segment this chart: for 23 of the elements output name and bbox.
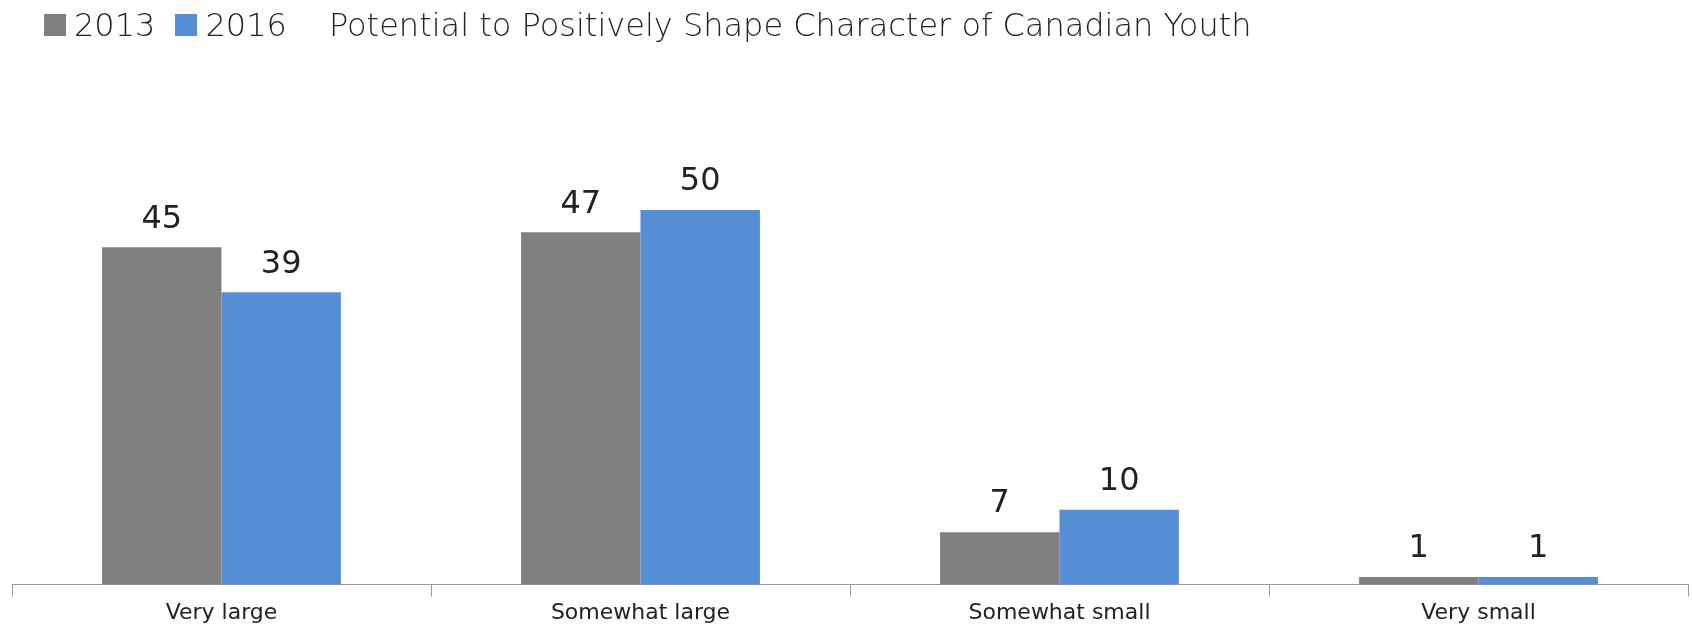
- data-label: 10: [1098, 459, 1140, 498]
- bar: [1359, 577, 1479, 585]
- legend-label: 2013: [74, 6, 156, 44]
- x-tick-label: Very large: [165, 598, 278, 624]
- x-tick-label: Somewhat large: [550, 598, 731, 624]
- bar: [640, 209, 760, 585]
- bar: [221, 292, 341, 585]
- data-label: 1: [1408, 527, 1429, 566]
- bar: [1478, 577, 1598, 585]
- data-label: 1: [1528, 527, 1549, 566]
- data-label: 7: [989, 482, 1010, 521]
- data-label: 45: [141, 197, 183, 236]
- x-tick-label: Somewhat small: [968, 598, 1151, 624]
- data-label: 39: [260, 242, 302, 281]
- data-label: 47: [560, 182, 602, 221]
- legend-label: 2016: [205, 6, 287, 44]
- bar: [102, 247, 222, 585]
- chart-title: Potential to Positively Shape Character of Canadian Youth: [328, 6, 1252, 44]
- bar: [1059, 509, 1179, 585]
- bar: [940, 532, 1060, 585]
- data-label: 50: [679, 160, 721, 199]
- bar: [521, 232, 641, 585]
- x-tick-label: Very small: [1421, 598, 1536, 624]
